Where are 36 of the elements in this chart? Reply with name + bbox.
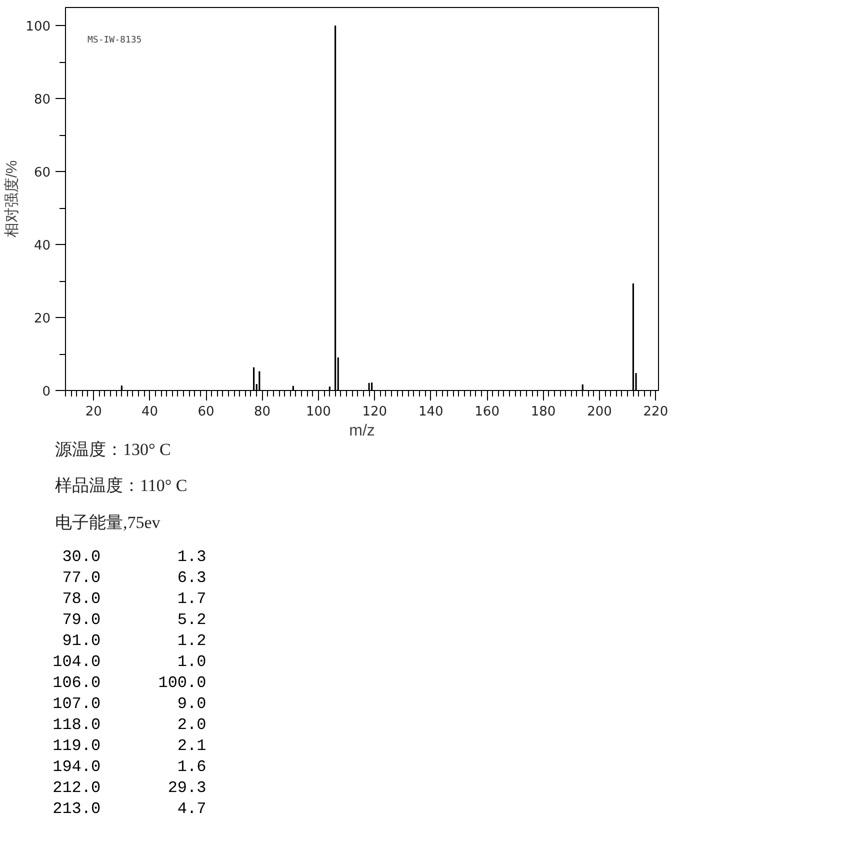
text: 194.0 1.6 — [52, 758, 206, 776]
x-tick-label: 120 — [362, 404, 388, 420]
x-tick-label: 140 — [418, 404, 444, 420]
x-tick-label: 180 — [530, 404, 556, 420]
y-tick-label: 100 — [26, 20, 51, 35]
x-tick-label: 20 — [85, 404, 102, 420]
x-tick-label: 220 — [643, 404, 668, 420]
x-tick-label: 160 — [474, 404, 500, 420]
text: 91.0 1.2 — [62, 632, 206, 650]
text: 样品温度：110° C — [55, 475, 188, 498]
text: 106.0 100.0 — [52, 674, 206, 692]
text: 107.0 9.0 — [52, 694, 206, 713]
text: 119.0 2.1 — [52, 736, 206, 755]
text: 电子能量,75ev — [55, 512, 162, 534]
x-axis-title: m/z — [349, 422, 375, 440]
text: 78.0 1.7 — [62, 590, 206, 608]
text: 79.0 5.2 — [62, 610, 206, 629]
text: 104.0 1.0 — [52, 652, 206, 671]
y-tick-label: 80 — [34, 92, 51, 108]
text: 213.0 4.7 — [52, 800, 206, 818]
text: 118.0 2.0 — [52, 716, 206, 734]
text: 30.0 1.3 — [62, 548, 206, 566]
y-tick-label: 40 — [34, 238, 51, 254]
y-tick-label: 60 — [34, 166, 51, 181]
x-tick-label: 100 — [306, 404, 331, 420]
text: 源温度：130° C — [55, 439, 172, 461]
y-tick-label: 20 — [34, 312, 51, 327]
y-tick-label: 0 — [42, 384, 51, 400]
text: 77.0 6.3 — [62, 568, 206, 587]
annotation: MS-IW-8135 — [88, 36, 142, 46]
x-tick-label: 80 — [254, 404, 271, 420]
x-tick-label: 200 — [587, 404, 612, 420]
x-tick-label: 40 — [142, 404, 158, 420]
x-tick-label: 60 — [198, 404, 214, 420]
text: 212.0 29.3 — [52, 778, 206, 797]
y-axis-title: 相对强度/% — [4, 160, 21, 238]
